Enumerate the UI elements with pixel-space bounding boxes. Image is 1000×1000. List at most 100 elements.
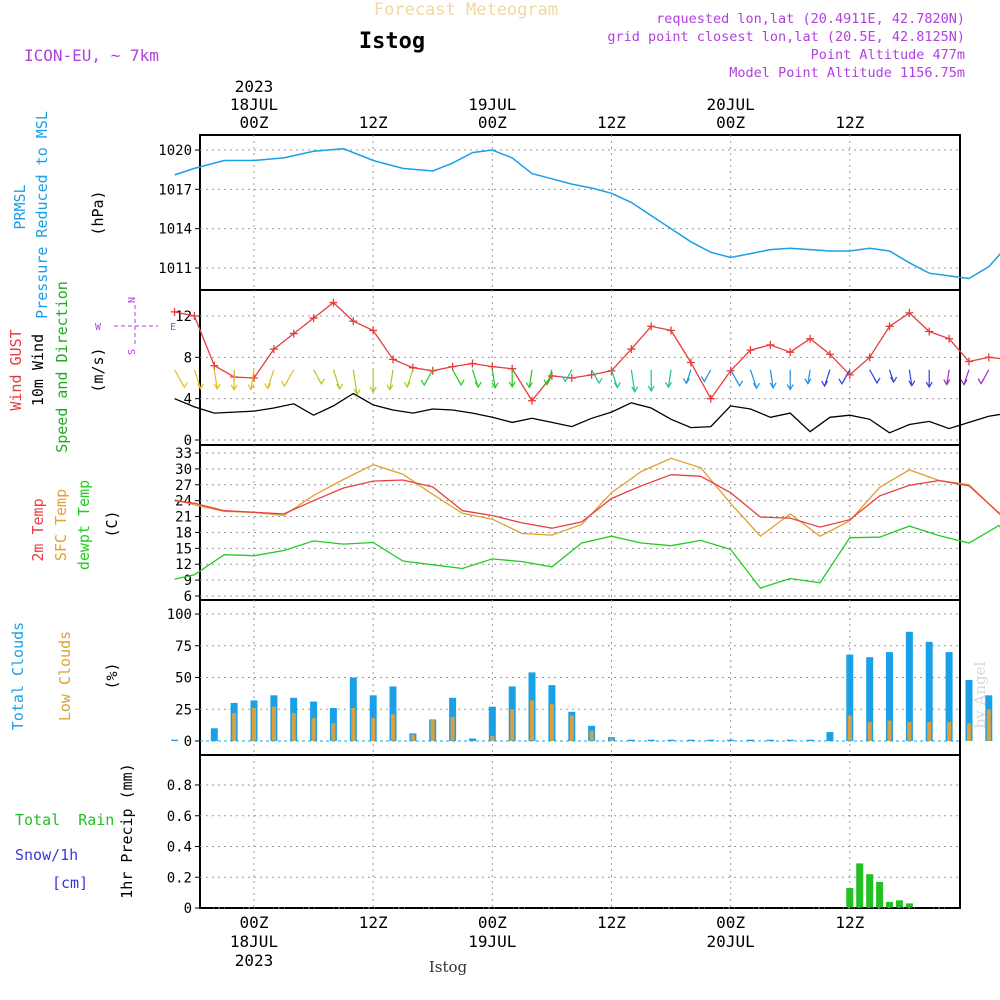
wind-arrow <box>471 369 482 389</box>
y-tick-label: 18 <box>175 525 192 541</box>
wind-arrow <box>247 369 255 391</box>
y-tick-label: 100 <box>167 607 192 623</box>
gust-marker <box>488 362 497 371</box>
gust-marker <box>686 358 695 367</box>
precip-unit: 1hr Precip (mm) <box>118 763 136 898</box>
y-tick-label: 1020 <box>158 143 192 159</box>
wind-speed-line <box>174 392 1000 434</box>
wind-arrow <box>821 369 831 388</box>
bottom-hour-label: 12Z <box>359 913 388 932</box>
wind-arrow <box>630 369 639 393</box>
top-hour-label: 00Z <box>716 113 745 132</box>
low-cloud-bar <box>291 713 296 741</box>
rain-bar <box>876 881 884 908</box>
rain-bar <box>905 903 913 908</box>
top-hour-label: 00Z <box>240 113 269 132</box>
y-tick-label: 30 <box>175 462 192 478</box>
wind-arrow <box>908 369 916 387</box>
y-tick-label: 21 <box>175 510 192 526</box>
gust-marker <box>170 307 179 316</box>
total-cloud-bar <box>627 739 635 741</box>
rain-bar <box>866 874 874 908</box>
low-cloud-bar <box>947 722 952 741</box>
wind-arrow <box>452 369 465 387</box>
y-tick-label: 25 <box>175 702 192 718</box>
gust-marker <box>468 359 477 368</box>
low-cloud-bar <box>887 720 892 741</box>
wind-arrow <box>264 369 275 390</box>
y-tick-label: 0 <box>184 734 192 750</box>
gust-marker <box>329 298 338 307</box>
low-cloud-bar <box>410 734 415 741</box>
snow-unit: [cm] <box>52 874 88 892</box>
total-cloud-bar <box>846 654 854 741</box>
total-cloud-bar <box>945 652 953 741</box>
sfc-temp-line <box>174 457 1000 538</box>
wind-arrow <box>730 369 744 387</box>
compass-w: W <box>95 322 102 333</box>
gust-marker <box>269 345 278 354</box>
top-hour-label: 12Z <box>359 113 388 132</box>
y-tick-label: 27 <box>175 478 192 494</box>
wind-arrow <box>561 369 573 383</box>
gust-marker <box>547 371 556 380</box>
low-cloud-bar <box>847 715 852 741</box>
total-cloud-bar <box>905 631 913 741</box>
top-day-label: 20JUL <box>707 95 755 114</box>
y-tick-label: 75 <box>175 639 192 655</box>
low-cloud-bar <box>530 700 534 741</box>
footer-location: Istog <box>429 958 468 976</box>
model-altitude: Model Point Altitude 1156.75m <box>729 65 965 81</box>
wind-arrow <box>420 369 434 387</box>
top-day-label: 18JUL <box>230 95 278 114</box>
bottom-day-label: 18JUL <box>230 932 278 951</box>
y-tick-label: 6 <box>184 589 192 605</box>
wind-arrow <box>213 369 221 391</box>
wind-arrow <box>332 369 344 391</box>
total-cloud-bar <box>488 706 496 741</box>
watermark: by Angel <box>971 661 989 728</box>
gust-marker <box>786 348 795 357</box>
gust-marker <box>945 334 954 343</box>
gust-marker <box>448 362 457 371</box>
low-cloud-bar <box>569 715 574 741</box>
location-title: Istog <box>359 29 425 54</box>
gust-marker <box>528 396 537 405</box>
low-cloud-bar <box>927 722 932 741</box>
total-cloud-bar <box>707 739 715 741</box>
low-cloud-bar <box>450 716 455 741</box>
y-tick-label: 1017 <box>158 182 192 198</box>
gust-marker <box>647 322 656 331</box>
wind-label: 10m Wind <box>29 334 47 406</box>
sfc-temp-label: SFC Temp <box>52 489 70 561</box>
gust-marker <box>706 394 715 403</box>
wind-arrow <box>977 369 990 385</box>
gust-marker <box>369 326 378 335</box>
requested-coords: requested lon,lat (20.4911E, 42.7820N) <box>656 11 965 27</box>
top-hour-label: 00Z <box>478 113 507 132</box>
wind-arrow <box>591 369 603 385</box>
y-tick-label: 15 <box>175 541 192 557</box>
wind-arrow <box>543 369 553 386</box>
pressure-unit: (hPa) <box>89 190 107 235</box>
total-cloud-bar <box>210 728 218 741</box>
low-cloud-bar <box>351 708 356 741</box>
compass-s: S <box>127 349 138 355</box>
gust-marker <box>806 334 815 343</box>
panel-frame-2 <box>199 289 961 446</box>
total-cloud-bar <box>866 657 874 741</box>
gust-marker <box>190 312 199 320</box>
y-tick-label: 9 <box>184 573 192 589</box>
low-clouds-label: Low Clouds <box>56 631 74 721</box>
wind-arrow <box>749 369 761 390</box>
wind-arrow <box>230 369 238 391</box>
wind-unit: (m/s) <box>89 347 107 392</box>
y-tick-label: 0.2 <box>167 870 192 886</box>
wind-arrow <box>888 369 898 384</box>
model-label: ICON-EU, ~ 7km <box>24 46 159 65</box>
total-clouds-label: Total Clouds <box>9 622 27 730</box>
wind-arrow <box>769 369 777 389</box>
temp-2m-line <box>174 474 1000 529</box>
wind-arrow <box>700 369 712 383</box>
wind-arrow <box>386 369 394 391</box>
